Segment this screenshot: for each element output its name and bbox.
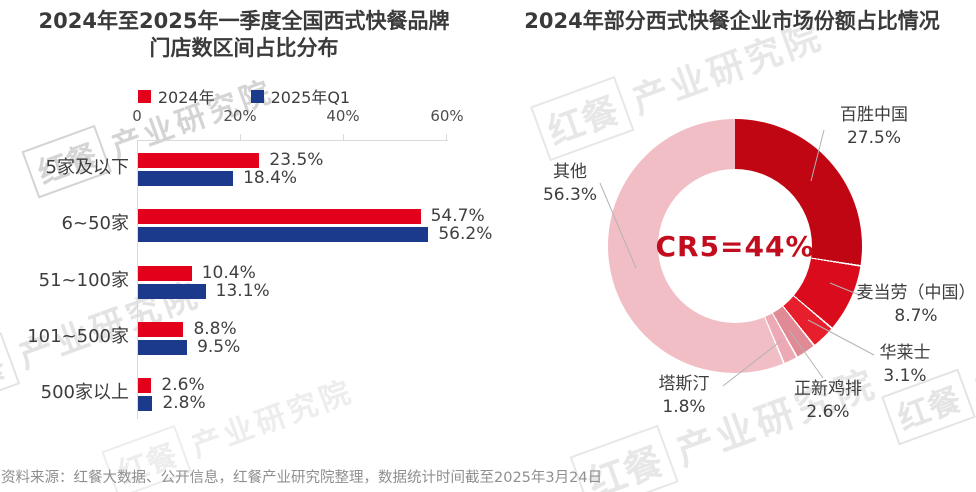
callout-other: 其他 56.3% (518, 161, 622, 207)
callout-mcdonalds-china: 麦当劳（中国） 8.7% (831, 282, 976, 328)
bar-2024年 (138, 265, 192, 281)
bar-chart-title-line2: 门店数区间占比分布 (149, 36, 339, 60)
callout-value: 8.7% (894, 306, 938, 326)
bar-row: 56.2% (138, 226, 492, 243)
callout-value: 1.8% (662, 397, 706, 417)
callout-value: 27.5% (846, 128, 901, 148)
bar-2024年 (138, 153, 260, 168)
legend-item-2025q1: 2025年Q1 (250, 84, 351, 108)
pie-chart-title: 2024年部分西式快餐企业市场份额占比情况 (488, 8, 976, 35)
x-tick-label-20: 20% (223, 107, 257, 125)
bar-value-label: 54.7% (430, 206, 485, 227)
bar-chart-title: 2024年至2025年一季度全国西式快餐品牌 门店数区间占比分布 (0, 8, 488, 62)
callout-tastien: 塔斯汀 1.8% (640, 373, 728, 419)
legend-swatch-2024 (137, 89, 151, 103)
bar-2025年Q1 (138, 339, 188, 355)
bar-2025年Q1 (138, 227, 429, 243)
legend-swatch-2025q1 (250, 89, 264, 103)
callout-label: 塔斯汀 (658, 374, 710, 394)
bar-2024年 (138, 378, 152, 393)
bar-2025年Q1 (138, 283, 206, 299)
bar-2025年Q1 (138, 396, 153, 411)
x-tick-label-60: 60% (430, 107, 464, 125)
axis-tick (343, 134, 344, 141)
callout-yum-china: 百胜中国 27.5% (818, 104, 930, 150)
bar-row: 18.4% (138, 168, 448, 188)
bar-value-label: 56.2% (438, 224, 493, 245)
bar-group: 23.5% 18.4% (138, 150, 448, 189)
callout-label: 其他 (553, 162, 587, 182)
callout-wallace: 华莱士 3.1% (865, 342, 945, 388)
x-axis-labels: 0 20% 40% 60% (132, 107, 463, 127)
bar-2025年Q1 (138, 171, 234, 186)
category-label: 500家以上 (40, 382, 129, 403)
callout-label: 麦当劳（中国） (856, 283, 976, 303)
bar-chart-title-line1: 2024年至2025年一季度全国西式快餐品牌 (38, 9, 450, 33)
callout-zhengxin-chicken: 正新鸡排 2.6% (783, 378, 873, 424)
bar-row: 54.7% (138, 208, 485, 225)
bar-value-label: 2.8% (162, 393, 206, 413)
category-label: 6~50家 (61, 213, 129, 235)
pie-chart-title-text: 2024年部分西式快餐企业市场份额占比情况 (524, 9, 940, 33)
bar-value-label: 10.4% (201, 262, 256, 283)
x-tick-label-40: 40% (326, 107, 360, 125)
callout-label: 华莱士 (879, 343, 931, 363)
bar-plot: 23.5% 18.4% 54.7% 56.2% 10.4% 13.1% 8.8% 9.5% 2.… (137, 134, 492, 419)
pie-chart: 2024年部分西式快餐企业市场份额占比情况 CR5=44% 百胜中国 27.5%… (488, 0, 976, 492)
legend-label-2024: 2024年 (157, 88, 215, 107)
bar-group: 2.6% 2.8% (138, 375, 448, 414)
bar-chart: 2024年至2025年一季度全国西式快餐品牌 门店数区间占比分布 2024年 2… (0, 8, 492, 419)
bar-value-label: 23.5% (269, 150, 324, 170)
bar-value-label: 13.1% (215, 280, 270, 301)
donut: CR5=44% (608, 119, 862, 373)
bar-row: 23.5% (138, 150, 448, 170)
bar-group: 8.8% 9.5% (138, 318, 448, 358)
bar-value-label: 8.8% (193, 318, 237, 339)
legend-label-2025q1: 2025年Q1 (270, 88, 351, 107)
bar-row: 9.5% (138, 336, 448, 357)
donut-hole (658, 169, 812, 323)
bar-row: 2.6% (138, 375, 448, 395)
x-tick-label-0: 0 (132, 107, 142, 125)
callout-label: 正新鸡排 (794, 379, 862, 399)
axis-tick (446, 134, 447, 141)
category-label: 51~100家 (38, 269, 129, 291)
bar-group: 54.7% 56.2% (138, 208, 492, 245)
callout-value: 3.1% (883, 366, 927, 386)
bar-2024年 (138, 321, 184, 337)
bar-value-label: 18.4% (243, 168, 298, 188)
bar-value-label: 2.6% (161, 375, 205, 395)
bar-2024年 (138, 209, 421, 225)
legend: 2024年 2025年Q1 (0, 84, 488, 108)
callout-label: 百胜中国 (840, 105, 908, 125)
bar-row: 10.4% (138, 262, 448, 283)
legend-item-2024: 2024年 (137, 84, 215, 108)
bar-row: 13.1% (138, 280, 448, 301)
callout-value: 2.6% (806, 402, 850, 422)
category-label: 5家及以下 (45, 157, 129, 178)
bar-row: 2.8% (138, 393, 448, 413)
axis-tick (240, 134, 241, 141)
bar-group: 10.4% 13.1% (138, 262, 448, 302)
footer-source: 资料来源：红餐大数据、公开信息，红餐产业研究院整理，数据统计时间截至2025年3… (1, 470, 603, 486)
cr5-center-label: CR5=44% (655, 229, 815, 263)
category-label: 101~500家 (27, 325, 129, 347)
bar-value-label: 9.5% (197, 336, 241, 357)
bar-row: 8.8% (138, 318, 448, 339)
callout-value: 56.3% (542, 185, 597, 205)
